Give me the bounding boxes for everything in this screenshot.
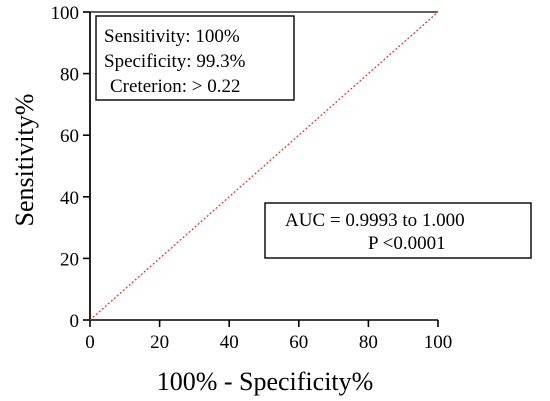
y-tick-label: 0 <box>70 311 80 332</box>
y-tick-label: 40 <box>60 188 79 209</box>
stats-line-sensitivity: Sensitivity: 100% <box>104 26 240 47</box>
stats-line-specificity: Specificity: 99.3% <box>104 51 246 72</box>
y-axis-label: Sensitivity% <box>10 94 39 227</box>
y-tick-label: 100 <box>51 3 80 24</box>
auc-line-pvalue: P <0.0001 <box>368 233 446 254</box>
reference-diagonal-line <box>89 11 439 321</box>
y-tick-label: 60 <box>60 126 79 147</box>
x-tick-label: 20 <box>150 332 169 353</box>
series-layer <box>89 11 439 321</box>
stats-annotation-box: Sensitivity: 100% Specificity: 99.3% Cre… <box>95 15 295 101</box>
x-ticks: 0 20 40 60 80 100 <box>85 320 452 353</box>
y-ticks: 0 20 40 60 80 100 <box>51 3 90 332</box>
y-tick-label: 80 <box>60 65 79 86</box>
x-tick-label: 60 <box>289 332 308 353</box>
auc-annotation-box: AUC = 0.9993 to 1.000 P <0.0001 <box>264 202 532 259</box>
y-tick-label: 20 <box>60 249 79 270</box>
x-tick-label: 0 <box>85 332 95 353</box>
stats-line-criterion: Creterion: > 0.22 <box>110 76 241 97</box>
x-tick-label: 40 <box>220 332 239 353</box>
roc-curve-line <box>89 11 438 320</box>
auc-line-range: AUC = 0.9993 to 1.000 <box>285 210 465 231</box>
x-tick-label: 100 <box>424 332 453 353</box>
x-tick-label: 80 <box>359 332 378 353</box>
x-axis-label: 100% - Specificity% <box>157 367 374 396</box>
